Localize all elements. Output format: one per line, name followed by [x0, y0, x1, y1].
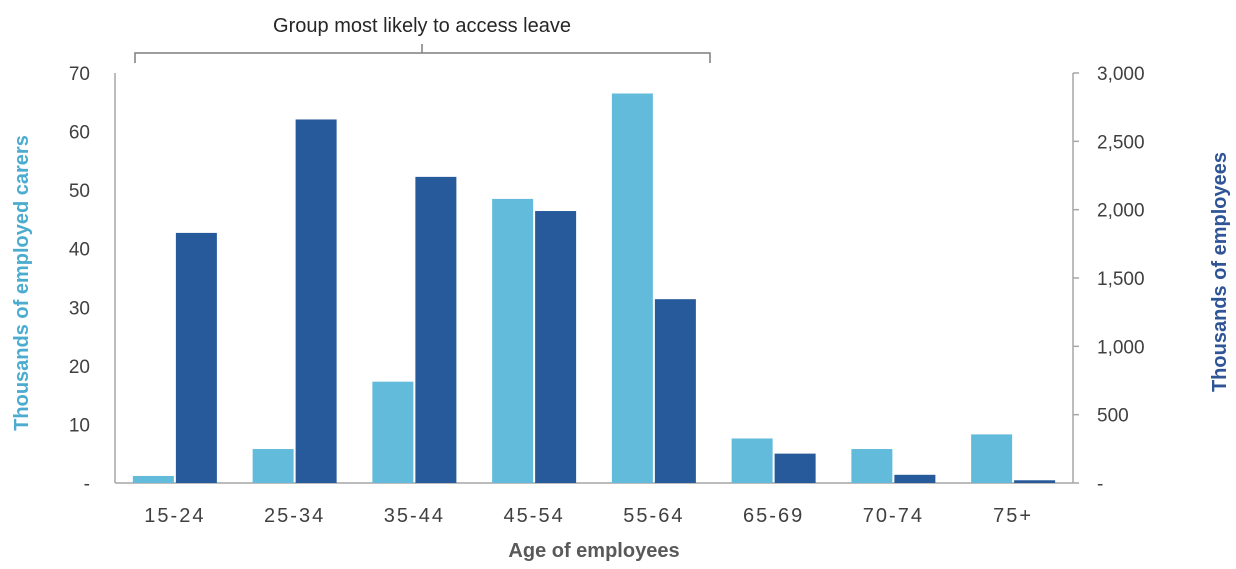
bar-employees-25-34 — [295, 119, 337, 483]
y-right-tick-label: 2,000 — [1097, 201, 1145, 222]
x-tick-label: 70-74 — [863, 505, 924, 527]
bar-employees-45-54 — [535, 211, 577, 484]
bar-employees-70-74 — [894, 474, 936, 483]
bar-carers-70-74 — [851, 449, 893, 483]
x-tick-label: 45-54 — [504, 505, 565, 527]
x-tick-label: 65-69 — [743, 505, 804, 527]
y-left-tick-label: 50 — [69, 181, 90, 202]
y-axis-right-title: Thousands of employees — [1209, 152, 1231, 392]
y-left-tick-label: 20 — [69, 357, 90, 378]
bar-carers-65-69 — [731, 438, 773, 483]
y-left-tick-label: 60 — [69, 123, 90, 144]
y-right-tick-label: 1,000 — [1097, 337, 1145, 358]
y-right-tick-label: 1,500 — [1097, 269, 1145, 290]
x-axis-ticks: 15-24 25-34 35-44 45-54 55-64 65-69 70-74 75+ — [144, 505, 1033, 527]
y-right-tick-label: 500 — [1097, 406, 1129, 427]
x-tick-label: 25-34 — [264, 505, 325, 527]
y-left-tick-label: - — [84, 474, 90, 495]
bar-carers-35-44 — [372, 381, 414, 483]
annotation-text: Group most likely to access leave — [273, 15, 571, 37]
y-right-tick-label: 3,000 — [1097, 64, 1145, 85]
y-left-tick-label: 40 — [69, 240, 90, 261]
y-left-tick-label: 30 — [69, 298, 90, 319]
x-tick-label: 35-44 — [384, 505, 445, 527]
x-tick-label: 75+ — [993, 505, 1033, 527]
bar-employees-55-64 — [654, 299, 696, 483]
bar-employees-35-44 — [415, 176, 457, 483]
y-right-tick-label: 2,500 — [1097, 132, 1145, 153]
bar-carers-45-54 — [492, 198, 534, 483]
y-right-tick-label: - — [1097, 474, 1103, 495]
bar-employees-65-69 — [774, 453, 816, 483]
bar-employees-15-24 — [175, 232, 217, 483]
y-left-tick-label: 10 — [69, 415, 90, 436]
y-axis-left-title: Thousands of employed carers — [11, 135, 33, 431]
y-axis-right-ticks: - 500 1,000 1,500 2,000 2,500 3,000 — [1073, 64, 1145, 495]
annotation-bracket — [134, 44, 711, 63]
y-axis-left-ticks: - 10 20 30 40 50 60 70 — [69, 64, 90, 495]
y-left-tick-label: 70 — [69, 64, 90, 85]
bar-employees-75+ — [1014, 480, 1056, 483]
bar-carers-15-24 — [132, 475, 174, 483]
bar-carers-25-34 — [252, 449, 294, 483]
bar-carers-55-64 — [611, 93, 653, 483]
x-tick-label: 55-64 — [623, 505, 684, 527]
bar-carers-75+ — [971, 434, 1013, 483]
bars — [132, 93, 1056, 484]
x-tick-label: 15-24 — [144, 505, 205, 527]
x-axis-title: Age of employees — [508, 540, 679, 562]
